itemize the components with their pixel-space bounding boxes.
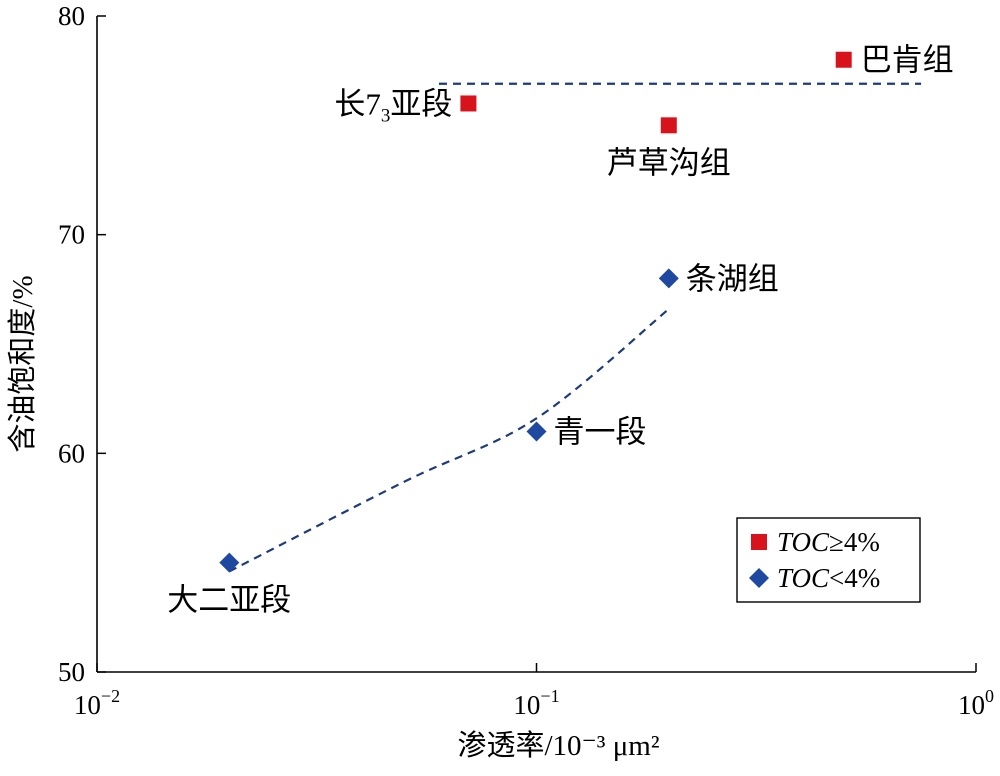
point-label: 条湖组 bbox=[686, 261, 779, 296]
y-tick-label: 60 bbox=[58, 438, 85, 468]
y-tick-label: 50 bbox=[58, 657, 85, 687]
y-axis-title: 含油饱和度/% bbox=[6, 275, 39, 452]
data-point-diamond bbox=[658, 268, 679, 289]
point-label: 青一段 bbox=[554, 414, 647, 449]
legend-entry: TOC≥4% bbox=[777, 527, 880, 557]
point-label: 巴肯组 bbox=[861, 43, 954, 78]
legend-entry: TOC<4% bbox=[777, 563, 880, 593]
y-tick-label: 80 bbox=[58, 1, 85, 31]
legend-box bbox=[736, 517, 921, 603]
x-axis-title: 渗透率/10⁻³ μm² bbox=[457, 729, 659, 762]
data-point-square bbox=[835, 51, 852, 68]
trendline bbox=[228, 308, 670, 573]
point-label: 长73亚段 bbox=[334, 86, 452, 126]
y-tick-label: 70 bbox=[58, 220, 85, 250]
legend: TOC≥4% TOC<4% bbox=[736, 517, 921, 603]
data-point-square bbox=[460, 95, 477, 112]
data-point-diamond bbox=[219, 552, 240, 573]
legend-swatch-square bbox=[751, 534, 767, 550]
data-points bbox=[219, 51, 852, 573]
x-tick-label: 10−2 bbox=[74, 686, 120, 720]
data-point-diamond bbox=[526, 421, 547, 442]
data-point-square bbox=[660, 117, 677, 134]
axes: 50 60 70 80 10−2 10−1 100 渗透率/10⁻³ μm² 含油饱和度/% bbox=[6, 1, 994, 762]
legend-swatch-diamond bbox=[749, 568, 769, 588]
x-tick-label: 10−1 bbox=[513, 686, 559, 720]
x-tick-label: 100 bbox=[958, 686, 994, 720]
point-label: 芦草沟组 bbox=[607, 145, 731, 180]
point-label: 大二亚段 bbox=[167, 583, 291, 618]
trendlines bbox=[228, 82, 922, 573]
